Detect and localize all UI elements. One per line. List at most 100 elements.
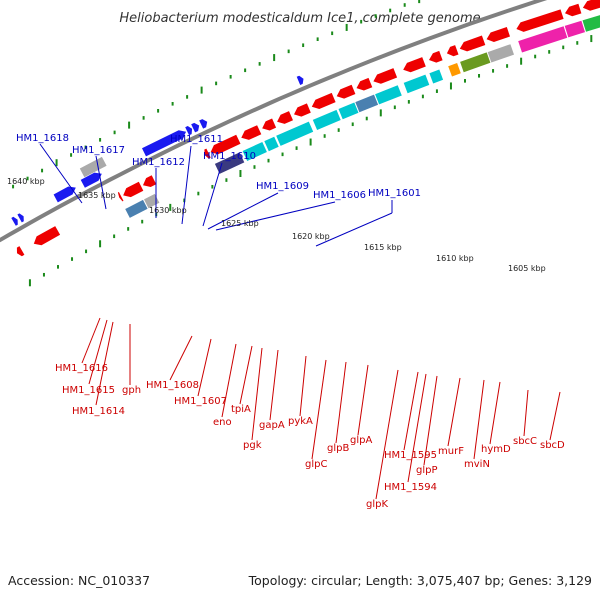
feature-box [375,85,402,105]
gene-label[interactable]: glpC [305,459,327,470]
genome-title: Heliobacterium modesticaldum Ice1, compl… [119,11,480,26]
reverse-gene-arrow [459,35,486,52]
forward-gene-arrow [53,186,76,203]
kbp-tick-label: 1610 kbp [436,254,474,263]
reverse-gene-arrow [117,192,124,202]
gene-label[interactable]: sbcC [513,436,537,447]
gene-label[interactable]: gph [122,385,141,396]
genome-backbone [0,0,548,243]
leader-line [473,379,485,460]
feature-box [582,15,600,32]
gene-label[interactable]: HM1_1608 [146,380,199,391]
leader-line [221,343,237,418]
reverse-gene-arrow [143,175,157,187]
feature-box [487,44,514,63]
reverse-gene-arrow [403,57,426,73]
leader-line [549,391,561,441]
gene-label[interactable]: gapA [259,420,285,431]
feature-box [429,69,444,84]
kbp-tick-label: 1630 kbp [149,206,187,215]
gene-label[interactable]: glpK [366,499,388,510]
reverse-gene-arrow [486,27,510,42]
reverse-gene-arrow [277,111,293,124]
feature-boxes [79,15,600,218]
leader-line [523,389,529,437]
forward-gene-arrow [296,75,304,85]
leader-line [489,381,501,445]
forward-gene-arrow [11,216,18,226]
leader-line [39,143,83,204]
tick-track-lower [28,35,593,287]
reverse-gene-arrow [241,125,262,140]
reverse-genes [16,0,600,257]
gene-label[interactable]: HM1_1610 [203,151,256,162]
leader-line [215,201,336,231]
gene-label[interactable]: HM1_1612 [132,157,185,168]
gene-label[interactable]: HM1_1601 [368,188,421,199]
leader-line [269,349,279,421]
gene-label[interactable]: glpA [350,435,372,446]
reverse-gene-arrow [262,118,277,131]
leader-line [315,212,393,247]
gene-label[interactable]: glpB [327,443,349,454]
leader-line [239,345,253,405]
reverse-gene-arrow [204,148,211,159]
gene-label[interactable]: pgk [243,440,262,451]
gene-label[interactable]: HM1_1594 [384,482,437,493]
feature-box [276,121,314,146]
forward-gene-arrow [191,122,200,133]
kbp-tick-label: 1640 kbp [7,177,45,186]
gene-label[interactable]: tpiA [231,404,251,415]
kbp-tick-label: 1620 kbp [292,232,330,241]
gene-label[interactable]: murF [438,446,464,457]
gene-label[interactable]: eno [213,417,232,428]
feature-box [242,142,267,161]
forward-gene-arrow [80,172,102,188]
feature-box [355,94,379,113]
gene-label[interactable]: hymD [481,444,511,455]
reverse-gene-arrow [373,68,398,84]
leader-line [403,371,419,451]
gene-label[interactable]: HM1_1618 [16,133,69,144]
gene-label[interactable]: HM1_1616 [55,363,108,374]
gene-label[interactable]: mviN [464,459,490,470]
leader-line [407,373,427,483]
feature-box [448,63,461,77]
reverse-gene-arrow [210,134,241,155]
gene-label[interactable]: HM1_1606 [313,190,366,201]
reverse-gene-arrow [565,3,582,17]
reverse-gene-arrow [336,84,356,99]
kbp-tick-label: 1605 kbp [508,264,546,273]
gene-label[interactable]: sbcD [540,440,565,451]
leader-line [335,361,347,444]
gene-label[interactable]: pykA [288,416,313,427]
feature-box [338,102,359,120]
leader-line [197,338,212,397]
gene-label[interactable]: HM1_1607 [174,396,227,407]
leader-line [95,155,107,210]
gene-label[interactable]: HM1_1609 [256,181,309,192]
kbp-tick-label: 1615 kbp [364,243,402,252]
leader-line [299,355,307,417]
feature-box [264,136,279,152]
gene-label[interactable]: HM1_1611 [170,134,223,145]
gene-label[interactable]: HM1_1617 [72,145,125,156]
gene-label[interactable]: HM1_1614 [72,406,125,417]
reverse-gene-arrow [123,181,144,198]
leader-line [311,359,327,460]
gene-label[interactable]: HM1_1615 [62,385,115,396]
leader-line [375,369,399,500]
reverse-gene-arrow [582,0,600,11]
leader-line [423,375,438,466]
tick-track-upper [12,0,421,189]
leader-line [169,335,193,381]
gene-label[interactable]: HM1_1595 [384,450,437,461]
leader-line [207,192,279,230]
forward-gene-arrow [17,213,24,223]
feature-box [460,52,491,73]
reverse-gene-arrow [294,103,311,117]
reverse-gene-arrow [33,226,61,246]
gene-label[interactable]: glpP [416,465,438,476]
accession-text: Accession: NC_010337 [8,573,150,588]
